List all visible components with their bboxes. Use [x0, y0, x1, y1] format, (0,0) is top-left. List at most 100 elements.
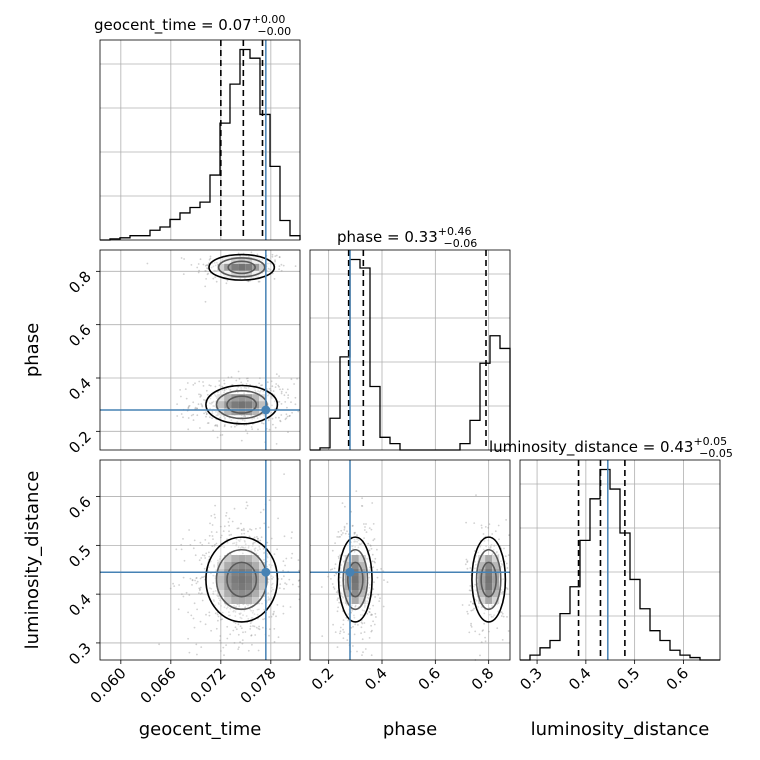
sample-point	[489, 613, 492, 616]
sample-point	[361, 542, 363, 544]
sample-point	[342, 619, 345, 621]
sample-point	[268, 628, 271, 631]
sample-point	[188, 529, 191, 531]
sample-point	[247, 649, 250, 652]
sample-point	[482, 629, 484, 631]
sample-point	[278, 256, 281, 258]
sample-point	[198, 592, 200, 595]
sample-point	[494, 530, 497, 533]
sample-point	[274, 426, 277, 429]
sample-point	[369, 608, 371, 610]
sample-point	[272, 613, 275, 616]
sample-point	[294, 403, 297, 406]
sample-point	[354, 604, 357, 607]
density-cell	[238, 256, 246, 264]
sample-point	[196, 407, 199, 410]
sample-point	[206, 273, 209, 276]
sample-point	[288, 578, 291, 581]
contour-level	[347, 561, 364, 598]
sample-point	[244, 541, 246, 543]
sample-point	[220, 605, 222, 607]
sample-point	[211, 417, 214, 420]
density-cell	[259, 583, 267, 591]
sample-point	[238, 646, 240, 649]
sample-point	[209, 587, 211, 589]
sample-point	[279, 420, 282, 423]
sample-point	[146, 262, 149, 265]
sample-point	[229, 607, 232, 610]
sample-point	[469, 567, 472, 569]
sample-point	[483, 540, 486, 542]
sample-point	[488, 523, 491, 526]
sample-point	[487, 539, 490, 542]
sample-point	[241, 642, 244, 645]
sample-point	[206, 267, 208, 269]
sample-point	[249, 625, 252, 628]
sample-point	[223, 654, 225, 657]
sample-point	[228, 524, 231, 527]
sample-point	[212, 429, 215, 432]
sample-point	[219, 557, 221, 560]
sample-point	[358, 543, 361, 545]
sample-point	[234, 622, 237, 624]
sample-point	[183, 559, 186, 562]
sample-point	[200, 646, 203, 648]
sample-point	[266, 541, 269, 544]
sample-point	[281, 388, 284, 391]
sample-point	[203, 575, 206, 578]
density-cell	[238, 597, 246, 605]
sample-point	[488, 547, 491, 550]
sample-point	[266, 381, 269, 384]
sample-point	[363, 523, 365, 525]
sample-point	[257, 627, 260, 630]
truth-marker	[261, 405, 271, 415]
sample-point	[247, 617, 250, 620]
sample-point	[219, 525, 222, 528]
sample-point	[188, 651, 191, 654]
sample-point	[339, 632, 341, 635]
sample-point	[491, 533, 494, 535]
sample-point	[242, 415, 245, 418]
sample-point	[369, 545, 372, 547]
sample-point	[215, 395, 218, 398]
sample-point	[229, 633, 232, 636]
sample-point	[505, 519, 507, 521]
sample-point	[371, 593, 374, 596]
sample-point	[204, 300, 207, 303]
sample-point	[268, 499, 271, 502]
sample-point	[277, 384, 280, 387]
sample-point	[475, 599, 478, 602]
sample-point	[354, 540, 357, 543]
sample-point	[280, 403, 283, 405]
sample-point	[240, 522, 242, 525]
sample-point	[474, 583, 476, 586]
density-cell	[245, 555, 253, 563]
sample-point	[502, 578, 505, 580]
sample-point	[261, 259, 263, 261]
x-tick-label: 0.078	[237, 664, 280, 707]
sample-point	[259, 377, 261, 380]
sample-point	[357, 546, 360, 549]
sample-point	[234, 425, 236, 428]
truth-marker	[345, 567, 355, 577]
sample-point	[507, 554, 510, 556]
sample-point	[343, 631, 345, 633]
sample-point	[501, 592, 504, 595]
sample-point	[274, 386, 277, 388]
sample-point	[285, 557, 288, 560]
sample-point	[287, 397, 289, 399]
sample-point	[279, 419, 281, 422]
sample-point	[214, 264, 217, 267]
sample-point	[211, 401, 213, 404]
sample-point	[340, 533, 343, 536]
sample-point	[227, 614, 230, 617]
density-cell	[245, 270, 253, 278]
sample-point	[370, 630, 373, 633]
sample-point	[258, 382, 260, 385]
sample-point	[366, 602, 369, 605]
sample-point	[341, 502, 344, 504]
sample-point	[207, 422, 210, 424]
xlabel-luminosity-distance: luminosity_distance	[531, 719, 710, 740]
sample-point	[237, 370, 240, 373]
sample-point	[370, 624, 372, 627]
